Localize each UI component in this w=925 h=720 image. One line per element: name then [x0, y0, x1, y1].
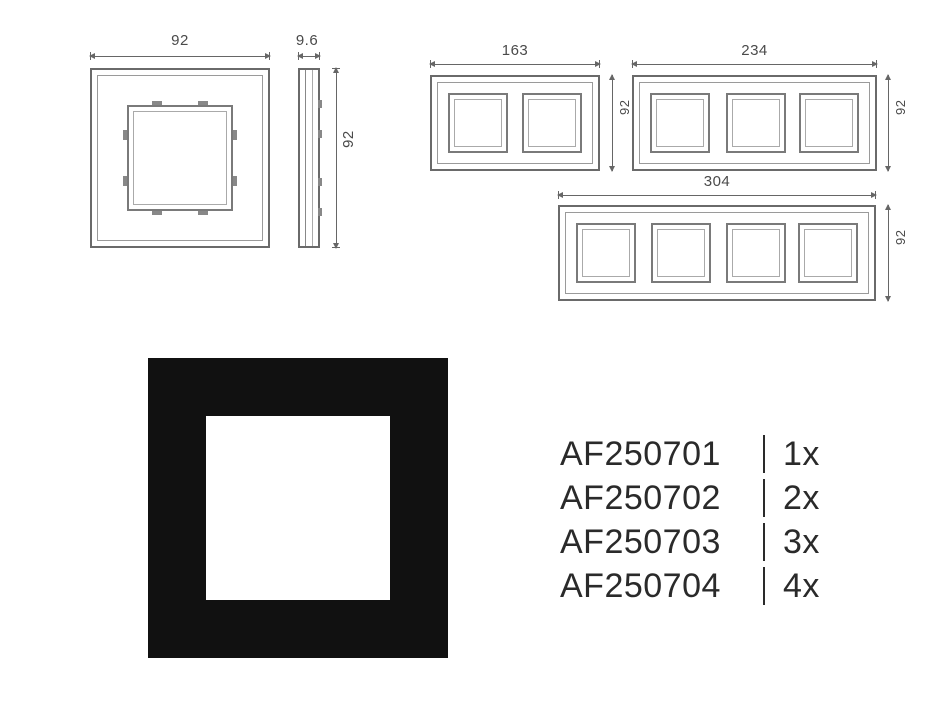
dim-quad-width: 304: [558, 173, 876, 190]
clip-icon: [198, 101, 208, 105]
clip-icon: [233, 130, 237, 140]
tick: [632, 60, 633, 68]
dim-line-single-height: [336, 68, 337, 248]
part-code: AF250701: [560, 435, 745, 474]
dim-line-triple-width: [632, 64, 877, 65]
part-qty: 2x: [783, 479, 820, 518]
tick: [90, 52, 91, 60]
tick: [430, 60, 431, 68]
dim-h3: 92: [893, 100, 908, 115]
separator: [763, 523, 765, 561]
profile-notch: [318, 208, 322, 216]
dim-single-height: 92: [340, 130, 357, 148]
separator: [763, 479, 765, 517]
tick: [332, 247, 340, 248]
list-item: AF250701 1x: [560, 432, 820, 476]
tick: [319, 52, 320, 60]
list-item: AF250702 2x: [560, 476, 820, 520]
clip-icon: [123, 130, 127, 140]
list-item: AF250704 4x: [560, 564, 820, 608]
dim-double-width: 163: [430, 42, 600, 59]
separator: [763, 435, 765, 473]
product-cutout: [206, 416, 390, 600]
module: [522, 93, 582, 153]
clip-icon: [233, 176, 237, 186]
part-qty: 4x: [783, 567, 820, 606]
module: [651, 223, 711, 283]
clip-icon: [152, 101, 162, 105]
module: [798, 223, 858, 283]
tick: [269, 52, 270, 60]
tick: [332, 68, 340, 69]
module: [726, 223, 786, 283]
module: [576, 223, 636, 283]
dim-line-h4: [888, 205, 889, 301]
module: [448, 93, 508, 153]
single-frame-wireframe: [90, 68, 270, 248]
dim-line-double-width: [430, 64, 600, 65]
parts-list: AF250701 1x AF250702 2x AF250703 3x AF25…: [560, 432, 820, 608]
profile-notch: [318, 178, 322, 186]
tick: [558, 191, 559, 199]
clip-icon: [152, 211, 162, 215]
dim-h2: 92: [617, 100, 632, 115]
dim-single-width: 92: [90, 32, 270, 49]
dim-h4: 92: [893, 230, 908, 245]
tick: [876, 60, 877, 68]
quad-frame-wireframe: [558, 205, 876, 301]
part-qty: 1x: [783, 435, 820, 474]
dim-line-h3: [888, 75, 889, 171]
dim-line-quad-width: [558, 195, 876, 196]
product-frame-black: [148, 358, 448, 658]
tick: [875, 191, 876, 199]
double-frame-wireframe: [430, 75, 600, 171]
part-qty: 3x: [783, 523, 820, 562]
module: [726, 93, 786, 153]
module: [650, 93, 710, 153]
dim-line-depth: [298, 56, 320, 57]
module: [799, 93, 859, 153]
dim-line-h2: [612, 75, 613, 171]
dim-line-single-width: [90, 56, 270, 57]
part-code: AF250704: [560, 567, 745, 606]
part-code: AF250702: [560, 479, 745, 518]
tick: [298, 52, 299, 60]
profile-notch: [318, 100, 322, 108]
clip-icon: [198, 211, 208, 215]
list-item: AF250703 3x: [560, 520, 820, 564]
dim-triple-width: 234: [632, 42, 877, 59]
tick: [599, 60, 600, 68]
profile-notch: [318, 130, 322, 138]
triple-frame-wireframe: [632, 75, 877, 171]
dim-depth: 9.6: [282, 32, 332, 49]
single-module: [127, 105, 233, 211]
part-code: AF250703: [560, 523, 745, 562]
separator: [763, 567, 765, 605]
side-profile-wireframe: [298, 68, 320, 248]
clip-icon: [123, 176, 127, 186]
